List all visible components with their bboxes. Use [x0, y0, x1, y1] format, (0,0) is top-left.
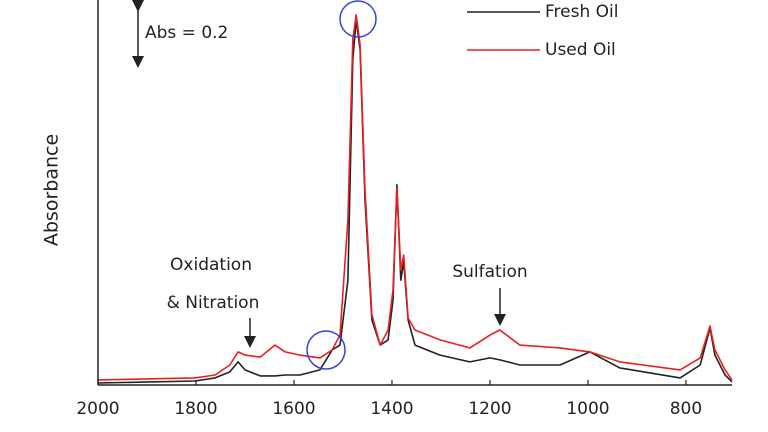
- x-tick-label: 1000: [566, 399, 609, 419]
- legend-label: Fresh Oil: [545, 2, 618, 22]
- annotation: & Nitration: [167, 293, 260, 313]
- x-tick-label: 1400: [370, 399, 413, 419]
- plot-area: [97, 14, 733, 384]
- highlight-circle: [339, 0, 377, 38]
- scale-bar-label: Abs = 0.2: [145, 23, 228, 43]
- data-line: [97, 14, 733, 381]
- x-tick-label: 800: [670, 399, 702, 419]
- annotation: Sulfation: [452, 262, 527, 282]
- x-tick-label: 2000: [76, 399, 119, 419]
- x-tick-label: 1600: [272, 399, 315, 419]
- legend-label: Used Oil: [545, 40, 616, 60]
- data-line: [97, 18, 733, 384]
- x-tick-label: 1200: [468, 399, 511, 419]
- highlight-circle: [306, 330, 346, 370]
- y-axis-label: Absorbance: [41, 134, 63, 246]
- x-tick-label: 1800: [174, 399, 217, 419]
- annotation: Oxidation: [170, 255, 252, 275]
